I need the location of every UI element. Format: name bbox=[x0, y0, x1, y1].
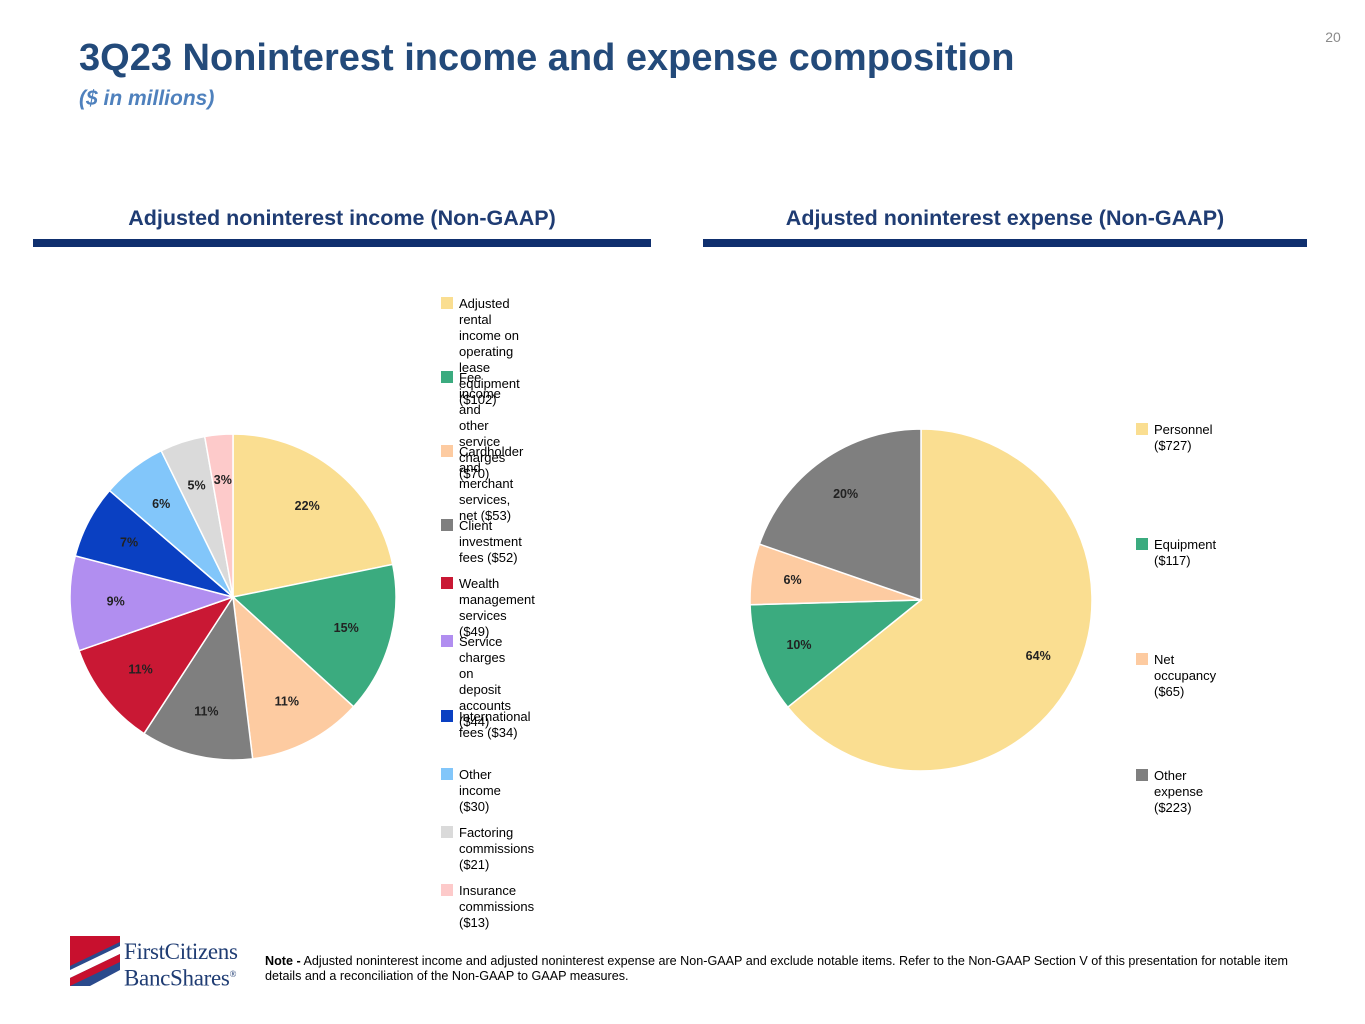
income-legend-swatch-5 bbox=[441, 577, 453, 589]
logo-line-1: FirstCitizens bbox=[124, 939, 238, 964]
income-legend-item-4: Client investment fees ($52) bbox=[441, 518, 522, 566]
income-legend-item-1: Adjusted rental income on operating leas… bbox=[441, 296, 520, 408]
income-chart-title: Adjusted noninterest income (Non-GAAP) bbox=[128, 206, 556, 230]
income-legend-label-3: Cardholder and merchant services, net ($… bbox=[459, 444, 524, 523]
income-legend-item-6: Service charges on deposit accounts ($44… bbox=[441, 634, 511, 730]
income-legend-swatch-1 bbox=[441, 297, 453, 309]
expense-legend-swatch-2 bbox=[1136, 538, 1148, 550]
footnote: Note - Adjusted noninterest income and a… bbox=[265, 954, 1325, 984]
income-legend-item-7: International fees ($34) bbox=[441, 709, 531, 741]
income-legend-label-4: Client investment fees ($52) bbox=[459, 518, 522, 565]
income-slice-label-2: 15% bbox=[334, 621, 359, 635]
income-slice-3 bbox=[232, 595, 355, 760]
expense-legend-item-3: Net occupancy ($65) bbox=[1136, 652, 1216, 700]
logo-line-2-text: BancShares bbox=[124, 965, 230, 991]
expense-legend-label-4: Other expense ($223) bbox=[1154, 768, 1204, 815]
expense-legend-swatch-3 bbox=[1136, 653, 1148, 665]
income-slice-label-10: 3% bbox=[214, 473, 232, 487]
page-number: 20 bbox=[1325, 29, 1341, 45]
expense-slice-2 bbox=[749, 599, 924, 709]
expense-slice-1 bbox=[786, 428, 1093, 772]
income-legend-swatch-2 bbox=[441, 371, 453, 383]
income-legend-label-1: Adjusted rental income on operating leas… bbox=[459, 296, 520, 407]
expense-legend-item-4: Other expense ($223) bbox=[1136, 768, 1203, 816]
income-section-rule bbox=[33, 239, 651, 247]
income-legend-swatch-4 bbox=[441, 519, 453, 531]
income-legend-label-8: Other income ($30) bbox=[459, 767, 501, 814]
expense-legend-label-3: Net occupancy ($65) bbox=[1154, 652, 1217, 699]
income-legend-swatch-9 bbox=[441, 826, 453, 838]
income-slice-label-3: 11% bbox=[275, 694, 299, 708]
income-legend-swatch-10 bbox=[441, 884, 453, 896]
income-legend-label-7: International fees ($34) bbox=[459, 709, 531, 740]
income-legend-swatch-3 bbox=[441, 445, 453, 457]
income-legend-label-5: Wealth management services ($49) bbox=[459, 576, 535, 639]
income-slice-10 bbox=[203, 433, 234, 598]
income-slice-label-6: 9% bbox=[107, 595, 125, 609]
income-slice-label-9: 5% bbox=[188, 478, 206, 492]
income-legend-item-8: Other income ($30) bbox=[441, 767, 501, 815]
income-slice-label-1: 22% bbox=[295, 499, 320, 513]
income-legend-item-5: Wealth management services ($49) bbox=[441, 576, 535, 640]
income-slice-1 bbox=[232, 433, 394, 598]
expense-legend-item-1: Personnel ($727) bbox=[1136, 422, 1213, 454]
expense-legend-swatch-1 bbox=[1136, 423, 1148, 435]
income-slice-2 bbox=[231, 563, 397, 708]
expense-legend-item-2: Equipment ($117) bbox=[1136, 537, 1216, 569]
expense-legend-label-2: Equipment ($117) bbox=[1154, 537, 1217, 568]
note-prefix: Note - bbox=[265, 954, 301, 968]
income-legend-swatch-8 bbox=[441, 768, 453, 780]
income-legend-label-6: Service charges on deposit accounts ($44… bbox=[459, 634, 512, 729]
income-legend-label-9: Factoring commissions ($21) bbox=[459, 825, 535, 872]
expense-slice-label-2: 10% bbox=[786, 638, 811, 652]
income-legend-item-9: Factoring commissions ($21) bbox=[441, 825, 534, 873]
company-logo: FirstCitizens BancShares® bbox=[70, 930, 260, 990]
expense-pie-chart: 64% 10% 6% 20% bbox=[749, 428, 1093, 772]
note-text: Adjusted noninterest income and adjusted… bbox=[265, 954, 1289, 983]
flag-logo-icon bbox=[70, 936, 120, 986]
expense-legend-label-1: Personnel ($727) bbox=[1154, 422, 1213, 453]
income-pie-chart: 22% 15% 11% 11% 11% 9% 7% 6% 5% 3% bbox=[69, 433, 397, 761]
income-slice-6 bbox=[69, 554, 236, 652]
income-slice-label-7: 7% bbox=[120, 536, 138, 550]
expense-slice-4 bbox=[758, 428, 922, 602]
income-slice-label-8: 6% bbox=[152, 497, 170, 511]
logo-line-2: BancShares® bbox=[124, 963, 236, 990]
income-legend-item-3: Cardholder and merchant services, net ($… bbox=[441, 444, 523, 524]
income-legend-swatch-6 bbox=[441, 635, 453, 647]
expense-slice-label-4: 20% bbox=[833, 487, 858, 501]
income-slice-label-5: 11% bbox=[128, 662, 152, 676]
expense-section-rule bbox=[703, 239, 1307, 247]
income-slice-label-4: 11% bbox=[194, 704, 218, 718]
page-subtitle: ($ in millions) bbox=[79, 87, 215, 110]
income-legend-label-10: Insurance commissions ($13) bbox=[459, 883, 535, 930]
income-slice-5 bbox=[78, 595, 235, 735]
income-slice-4 bbox=[143, 594, 254, 761]
expense-slice-label-1: 64% bbox=[1026, 649, 1051, 663]
income-legend-swatch-7 bbox=[441, 710, 453, 722]
expense-slice-label-3: 6% bbox=[784, 573, 802, 587]
expense-chart-title: Adjusted noninterest expense (Non-GAAP) bbox=[785, 206, 1225, 230]
income-legend-label-2: Fee income and other service charges ($7… bbox=[459, 370, 506, 481]
income-legend-item-2: Fee income and other service charges ($7… bbox=[441, 370, 505, 482]
expense-legend-swatch-4 bbox=[1136, 769, 1148, 781]
income-legend-item-10: Insurance commissions ($13) bbox=[441, 883, 534, 931]
page-title: 3Q23 Noninterest income and expense comp… bbox=[79, 37, 1015, 79]
registered-mark: ® bbox=[229, 969, 237, 979]
